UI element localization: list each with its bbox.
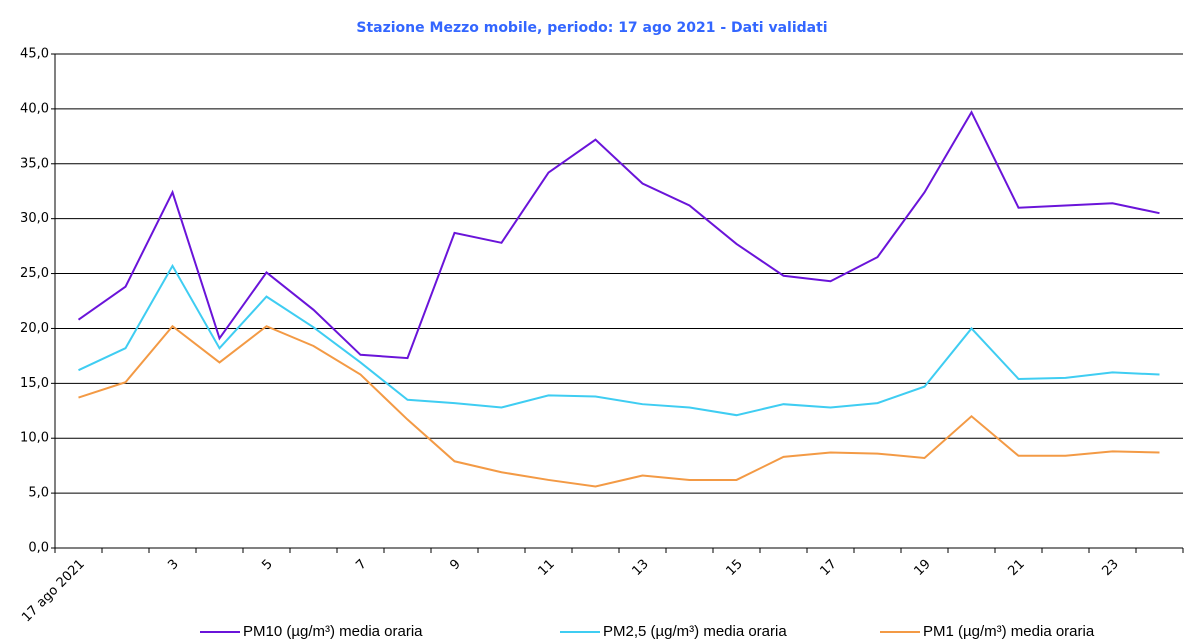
series-line — [77, 110, 1160, 360]
x-tick-label: 13 — [629, 557, 651, 579]
x-tick-label: 17 ago 2021 — [19, 557, 88, 626]
x-tick-label: 11 — [535, 557, 557, 579]
legend-label: PM10 (µg/m³) media oraria — [243, 623, 423, 640]
series-line — [78, 324, 1160, 488]
chart-title: Stazione Mezzo mobile, periodo: 17 ago 2… — [356, 20, 827, 36]
x-tick-label: 5 — [259, 557, 275, 573]
legend-label: PM1 (µg/m³) media oraria — [923, 623, 1095, 640]
y-tick-label: 15,0 — [20, 376, 49, 391]
y-tick-label: 40,0 — [20, 101, 49, 116]
y-tick-label: 45,0 — [20, 47, 49, 62]
x-tick-label: 9 — [447, 557, 463, 573]
y-tick-label: 35,0 — [20, 156, 49, 171]
legend-label: PM2,5 (µg/m³) media oraria — [603, 623, 787, 640]
y-tick-label: 30,0 — [20, 211, 49, 226]
series-line — [78, 263, 1160, 417]
y-tick-label: 5,0 — [28, 486, 49, 501]
x-tick-label: 23 — [1099, 557, 1121, 579]
y-tick-label: 20,0 — [20, 321, 49, 336]
y-tick-label: 10,0 — [20, 431, 49, 446]
x-tick-label: 19 — [911, 557, 933, 579]
x-tick-label: 17 — [817, 557, 839, 579]
x-tick-label: 7 — [353, 557, 369, 573]
y-tick-label: 0,0 — [28, 541, 49, 556]
x-tick-label: 3 — [165, 557, 181, 573]
x-tick-label: 15 — [723, 557, 745, 579]
x-tick-label: 21 — [1005, 557, 1027, 579]
y-tick-label: 25,0 — [20, 266, 49, 281]
